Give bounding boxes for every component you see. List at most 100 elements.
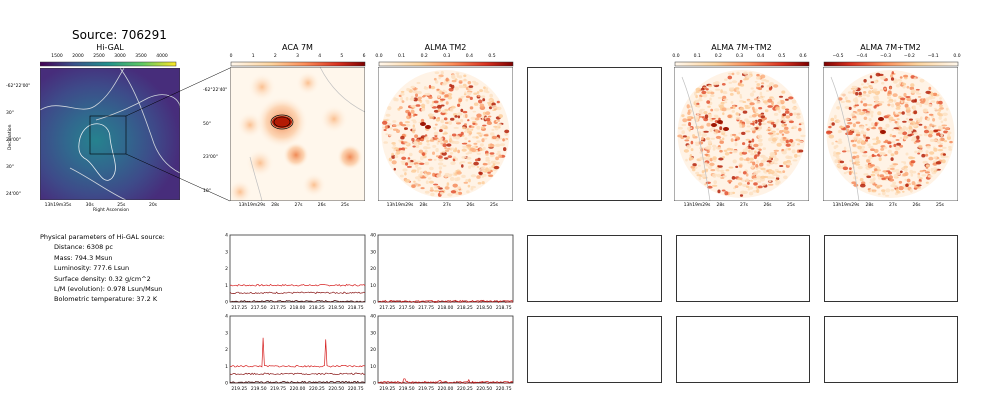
aca-ra-tick-label: 28s — [271, 203, 280, 208]
tm2-colorbar-tick-label: 0.5 — [488, 54, 496, 59]
tm27m-colorbar-tick-label: 0.6 — [799, 54, 807, 59]
aca-colorbar-tick-label: 1 — [251, 54, 255, 59]
aca-colorbar-tick-label: 6 — [362, 54, 366, 59]
spectrum-y-tick-label: 2 — [225, 347, 228, 353]
spectrum-x-tick-label: 218.50 — [476, 305, 492, 311]
tm2-colorbar — [378, 61, 514, 67]
empty-spectrum-panel — [527, 235, 662, 302]
spectrum-x-tick-label: 219.75 — [418, 386, 434, 392]
tm2-ra-tick-label: 25s — [489, 203, 499, 208]
spectrum-x-tick-label: 218.00 — [290, 305, 306, 311]
spectrum-y-tick-label: 3 — [225, 249, 228, 255]
higal-dec-tick-label: 23'00" — [6, 138, 21, 143]
spectrum-y-tick-label: 40 — [370, 233, 376, 239]
spectrum-series-line — [229, 283, 366, 287]
aca-ra-tick-label: 27s — [294, 203, 303, 208]
spectrum-y-tick-label: 20 — [370, 347, 376, 353]
param-mass: Mass: 794.3 Msun — [54, 253, 113, 262]
spectrum-y-tick-label: 3 — [225, 330, 228, 336]
spectrum-x-tick-label: 220.25 — [309, 386, 325, 392]
param-luminosity: Luminosity: 777.6 Lsun — [54, 264, 130, 273]
higal-colorbar-tick-label: 3500 — [135, 54, 147, 59]
spectrum-x-tick-label: 218.75 — [496, 305, 512, 311]
spectrum-x-tick-label: 218.25 — [457, 305, 473, 311]
spectrum-x-tick-label: 219.75 — [270, 386, 286, 392]
params-heading: Physical parameters of Hi-GAL source: — [40, 233, 165, 241]
higal-map — [40, 68, 180, 200]
spectrum-y-tick-label: 4 — [225, 314, 228, 320]
spectrum-x-tick-label: 219.25 — [379, 386, 395, 392]
aca-ra-tick-label: 26s — [317, 203, 326, 208]
spectrum-series-line — [229, 299, 366, 303]
tm27m-ra-tick-label: 13h19m29s — [683, 203, 711, 208]
aca-colorbar-tick-label: 4 — [318, 54, 322, 59]
empty-spectrum-panel — [824, 316, 958, 383]
tm2-colorbar-tick-label: 0.2 — [420, 54, 428, 59]
tm27mneg-ra-tick-label: 25s — [935, 203, 945, 208]
spectrum-y-tick-label: 1 — [225, 364, 228, 370]
aca-dec-tick-label: -62°22'40" — [203, 88, 228, 93]
tm2-ra-tick-label: 27s — [442, 203, 452, 208]
tm27mneg-map — [823, 67, 958, 201]
spectrum-x-tick-label: 219.50 — [399, 386, 415, 392]
spectrum-x-tick-label: 220.75 — [348, 386, 364, 392]
tm2-colorbar-tick-label: 0.0 — [375, 54, 383, 59]
higal-ra-tick-label: 13h19m35s — [44, 203, 72, 208]
source-parameters: Physical parameters of Hi-GAL source: Di… — [40, 232, 165, 305]
tm27mneg-ra-tick-label: 28s — [865, 203, 874, 208]
spectrum-y-tick-label: 20 — [370, 266, 376, 272]
spectrum-y-tick-label: 0 — [225, 381, 228, 387]
empty-spectrum-panel — [676, 235, 810, 302]
spectrum-x-tick-label: 217.25 — [379, 305, 395, 311]
spectrum-frame — [229, 315, 366, 384]
tm27mneg-colorbar-tick-label: −0.5 — [832, 54, 844, 59]
spectrum-x-tick-label: 219.25 — [231, 386, 247, 392]
tm27m-colorbar-tick-label: 0.2 — [714, 54, 722, 59]
aca-spectrum-lower: 0 1 2 3 4 219.25 219.50 219.75 220.00 220.25 220.5… — [225, 314, 366, 392]
spectrum-series-line — [377, 381, 514, 384]
higal-ra-tick-label: 25s — [117, 203, 126, 208]
aca-map — [230, 67, 365, 201]
tm27m-ra-tick-label: 27s — [739, 203, 749, 208]
spectrum-y-tick-label: 0 — [225, 300, 228, 306]
tm27mneg-colorbar-tick-label: −0.1 — [927, 54, 939, 59]
param-bolometric-temperature: Bolometric temperature: 37.2 K — [54, 295, 158, 304]
spectrum-series-line — [229, 337, 366, 368]
empty-map-panel — [527, 67, 662, 201]
tm27m-ra-tick-label: 28s — [716, 203, 725, 208]
higal-colorbar-tick-label: 2500 — [93, 54, 105, 59]
aca-colorbar — [230, 61, 366, 67]
aca-colorbar-tick-label: 0 — [229, 54, 233, 59]
spectrum-x-tick-label: 220.75 — [496, 386, 512, 392]
spectrum-y-tick-label: 10 — [370, 283, 376, 289]
spectrum-x-tick-label: 217.50 — [251, 305, 267, 311]
higal-xlabel: Right Ascension — [93, 208, 129, 213]
spectrum-y-tick-label: 2 — [225, 266, 228, 272]
param-distance: Distance: 6308 pc — [54, 243, 113, 252]
spectrum-x-tick-label: 220.50 — [476, 386, 492, 392]
spectrum-y-tick-label: 30 — [370, 330, 376, 336]
tm27mneg-colorbar-tick-label: −0.4 — [856, 54, 868, 59]
higal-colorbar-tick-label: 4000 — [156, 54, 168, 59]
tm27m-ra-tick-label: 25s — [786, 203, 796, 208]
tm2-ra-tick-label: 28s — [419, 203, 428, 208]
spectrum-x-tick-label: 220.25 — [457, 386, 473, 392]
spectrum-y-tick-label: 0 — [373, 300, 376, 306]
tm27m-colorbar-tick-label: 0.1 — [693, 54, 701, 59]
spectrum-x-tick-label: 220.50 — [328, 386, 344, 392]
page-title: Source: 706291 — [72, 28, 167, 42]
tm2-ra-tick-label: 13h19m29s — [386, 203, 414, 208]
aca-dec-tick-label: 50" — [203, 121, 211, 127]
tm27m-ra-tick-label: 26s — [763, 203, 772, 208]
tm27mneg-ra-tick-label: 27s — [888, 203, 898, 208]
tm27m-map — [674, 67, 809, 201]
spectrum-x-tick-label: 218.00 — [438, 305, 454, 311]
tm27m-colorbar-tick-label: 0.0 — [672, 54, 680, 59]
tm27m-colorbar — [674, 61, 810, 67]
higal-dec-tick-label: 30" — [6, 165, 14, 170]
higal-colorbar-tick-label: 1500 — [51, 54, 63, 59]
spectrum-x-tick-label: 220.00 — [290, 386, 306, 392]
spectrum-x-tick-label: 218.25 — [309, 305, 325, 311]
